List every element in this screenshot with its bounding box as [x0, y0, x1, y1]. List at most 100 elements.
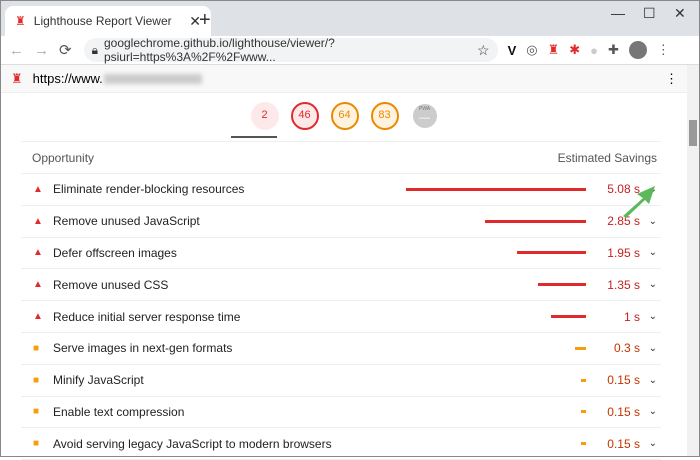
savings-value: 5.08 s — [607, 182, 640, 197]
table-row[interactable]: ▲ Remove unused JavaScript 2.85 s ⌄ — [21, 206, 661, 238]
average-square-icon: ■ — [33, 374, 40, 386]
lighthouse-logo-icon: ♜ — [11, 70, 23, 86]
savings-bar — [538, 283, 586, 287]
table-header: Opportunity Estimated Savings — [21, 142, 661, 174]
savings-bar — [484, 219, 586, 223]
opportunity-title: Enable text compression — [53, 404, 185, 419]
gauge-score: 83 — [378, 109, 391, 121]
close-tab-icon[interactable]: ✕ — [189, 12, 201, 29]
average-square-icon: ■ — [33, 438, 40, 450]
lighthouse-icon: ♜ — [15, 14, 26, 28]
chevron-down-icon[interactable]: ⌄ — [648, 342, 657, 354]
chevron-down-icon[interactable]: ⌄ — [648, 247, 657, 259]
fail-triangle-icon: ▲ — [33, 279, 43, 291]
table-row[interactable]: ■ Minify JavaScript 0.15 s ⌄ — [21, 365, 661, 397]
opportunity-title: Reduce initial server response time — [53, 309, 241, 324]
opportunity-title: Remove unused JavaScript — [53, 214, 200, 229]
average-square-icon: ■ — [33, 406, 40, 418]
chevron-down-icon[interactable]: ⌄ — [648, 438, 657, 450]
menu-icon[interactable]: ⋮ — [656, 42, 670, 57]
table-row[interactable]: ▲ Reduce initial server response time 1 s ⌄ — [21, 301, 661, 333]
active-gauge-indicator — [231, 136, 277, 138]
chevron-down-icon[interactable]: ⌄ — [648, 279, 657, 291]
savings-value: 1.95 s — [607, 245, 640, 260]
gauge-label: PWA — [418, 106, 431, 112]
opportunity-title: Remove unused CSS — [53, 277, 169, 292]
gauge-score: 2 — [261, 109, 268, 121]
opportunity-title: Defer offscreen images — [53, 245, 177, 260]
extension-crab-icon[interactable]: ✱ — [569, 42, 581, 57]
gauge-3[interactable]: 83 — [370, 101, 399, 130]
extension-lighthouse-icon[interactable]: ♜ — [547, 42, 560, 57]
savings-value: 0.15 s — [607, 373, 640, 388]
gauge-score: 46 — [298, 109, 311, 121]
bookmark-star-icon[interactable]: ☆ — [477, 41, 490, 58]
gauge-score: 64 — [338, 109, 351, 121]
chevron-down-icon[interactable]: ⌄ — [648, 311, 657, 323]
savings-value: 1.35 s — [607, 277, 640, 292]
opportunity-title: Minify JavaScript — [53, 373, 144, 388]
gauge-4[interactable]: PWA — — [410, 101, 439, 130]
extension-v-icon[interactable]: V — [507, 42, 517, 58]
close-window-button[interactable]: ✕ — [674, 5, 686, 21]
savings-bar — [516, 251, 586, 255]
fail-triangle-icon: ▲ — [33, 311, 43, 323]
gauge-0[interactable]: 2 — [250, 101, 279, 130]
extension-gray-icon[interactable]: ● — [590, 42, 599, 58]
opportunity-title: Eliminate render-blocking resources — [53, 182, 245, 197]
avatar[interactable] — [628, 41, 647, 59]
back-icon[interactable]: ← — [9, 41, 24, 59]
gauge-1[interactable]: 46 — [290, 101, 319, 130]
savings-value: 0.3 s — [613, 341, 640, 356]
chevron-down-icon[interactable]: ⌄ — [648, 215, 657, 227]
browser-toolbar: ← → ⟳ 🔒︎ googlechrome.github.io/lighthou… — [1, 36, 699, 65]
report-menu-icon[interactable]: ⋮ — [665, 70, 678, 86]
table-row[interactable]: ■ Enable text compression 0.15 s ⌄ — [21, 397, 661, 429]
savings-bar — [580, 410, 586, 414]
reload-icon[interactable]: ⟳ — [59, 42, 72, 59]
gauge-score: — — [419, 112, 430, 124]
chevron-down-icon[interactable]: ⌄ — [648, 374, 657, 386]
savings-bar — [580, 442, 586, 446]
fail-triangle-icon: ▲ — [33, 183, 43, 195]
table-row[interactable]: ■ Serve images in next-gen formats 0.3 s ⌄ — [21, 333, 661, 365]
tab-strip: ♜ Lighthouse Report Viewer ✕ + — ☐ ✕ — [1, 1, 699, 36]
new-tab-button[interactable]: + — [199, 9, 211, 31]
tab-lighthouse[interactable]: ♜ Lighthouse Report Viewer ✕ — [5, 6, 211, 36]
address-text: googlechrome.github.io/lighthouse/viewer… — [103, 36, 335, 64]
minimize-button[interactable]: — — [611, 5, 625, 21]
table-row[interactable]: ▲ Eliminate render-blocking resources 5.08… — [21, 174, 661, 206]
fail-triangle-icon: ▲ — [33, 215, 43, 227]
extension-circle-icon[interactable]: ◎ — [526, 42, 538, 57]
gauge-2[interactable]: 64 — [330, 101, 359, 130]
annotation-arrow-icon — [623, 186, 655, 218]
average-square-icon: ■ — [33, 342, 40, 354]
savings-bar — [580, 378, 586, 382]
fail-triangle-icon: ▲ — [33, 247, 43, 259]
maximize-button[interactable]: ☐ — [643, 5, 656, 21]
lock-icon: 🔒︎ — [91, 42, 98, 57]
savings-bar — [550, 315, 586, 319]
savings-bar — [405, 187, 586, 191]
extensions-puzzle-icon[interactable]: ✚ — [608, 42, 619, 57]
forward-icon[interactable]: → — [34, 41, 49, 59]
savings-value: 0.15 s — [607, 436, 640, 451]
scrollbar-thumb[interactable] — [689, 120, 697, 146]
opportunities-table: Opportunity Estimated Savings ▲ Eliminate… — [21, 141, 661, 460]
opportunity-header: Opportunity — [32, 150, 95, 165]
table-row[interactable]: ■ Avoid serving legacy JavaScript to mode… — [21, 428, 661, 460]
tab-title: Lighthouse Report Viewer — [33, 14, 172, 28]
chevron-down-icon[interactable]: ⌄ — [648, 406, 657, 418]
scrollbar[interactable] — [687, 65, 699, 456]
table-row[interactable]: ▲ Defer offscreen images 1.95 s ⌄ — [21, 238, 661, 270]
table-row[interactable]: ▲ Remove unused CSS 1.35 s ⌄ — [21, 269, 661, 302]
savings-value: 2.85 s — [607, 214, 640, 229]
savings-bar — [575, 346, 586, 350]
opportunity-title: Serve images in next-gen formats — [53, 341, 233, 356]
address-bar[interactable]: 🔒︎ googlechrome.github.io/lighthouse/vie… — [83, 36, 498, 64]
report-url-bar: ♜ https://www. ⋮ — [1, 65, 688, 93]
score-gauges: 2 46 64 83 PWA — — [1, 93, 688, 138]
savings-value: 1 s — [623, 309, 640, 324]
opportunity-title: Avoid serving legacy JavaScript to moder… — [53, 436, 332, 451]
savings-value: 0.15 s — [607, 404, 640, 419]
